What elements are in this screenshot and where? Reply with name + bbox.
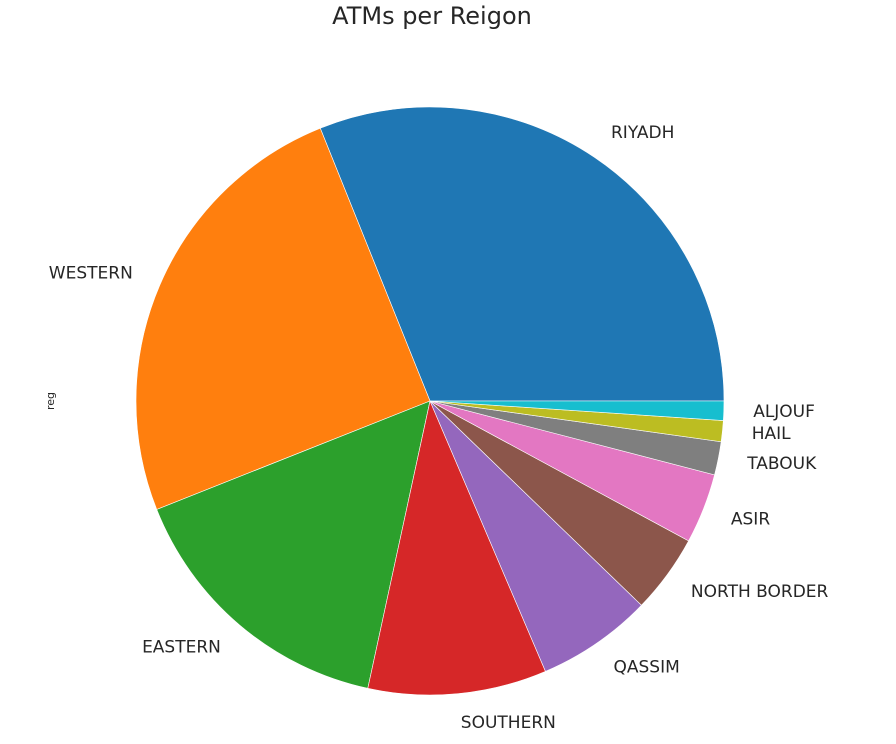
slice-label-aljouf: ALJOUF xyxy=(753,402,815,422)
slice-label-qassim: QASSIM xyxy=(614,657,680,677)
slice-label-asir: ASIR xyxy=(731,509,770,529)
pie-slice-eastern xyxy=(156,400,431,689)
slice-label-hail: HAIL xyxy=(752,424,791,444)
chart-title: ATMs per Reigon xyxy=(332,2,532,30)
slice-label-southern: SOUTHERN xyxy=(461,713,556,733)
slice-label-western: WESTERN xyxy=(49,264,133,284)
slice-label-north-border: NORTH BORDER xyxy=(691,582,829,602)
slice-label-tabouk: TABOUK xyxy=(746,454,817,474)
pie-slice-aljouf xyxy=(429,400,725,421)
pie-slice-riyadh xyxy=(319,106,725,402)
slice-label-riyadh: RIYADH xyxy=(611,123,674,143)
pie-slice-qassim xyxy=(429,400,642,672)
pie-slice-southern xyxy=(367,400,546,696)
slice-label-eastern: EASTERN xyxy=(142,638,221,658)
pie-slice-western xyxy=(135,127,431,510)
pie-slices xyxy=(135,106,725,696)
y-axis-label: reg xyxy=(44,392,57,410)
pie-labels: RIYADH WESTERN EASTERN SOUTHERN QASSIM NORTH … xyxy=(49,123,829,733)
